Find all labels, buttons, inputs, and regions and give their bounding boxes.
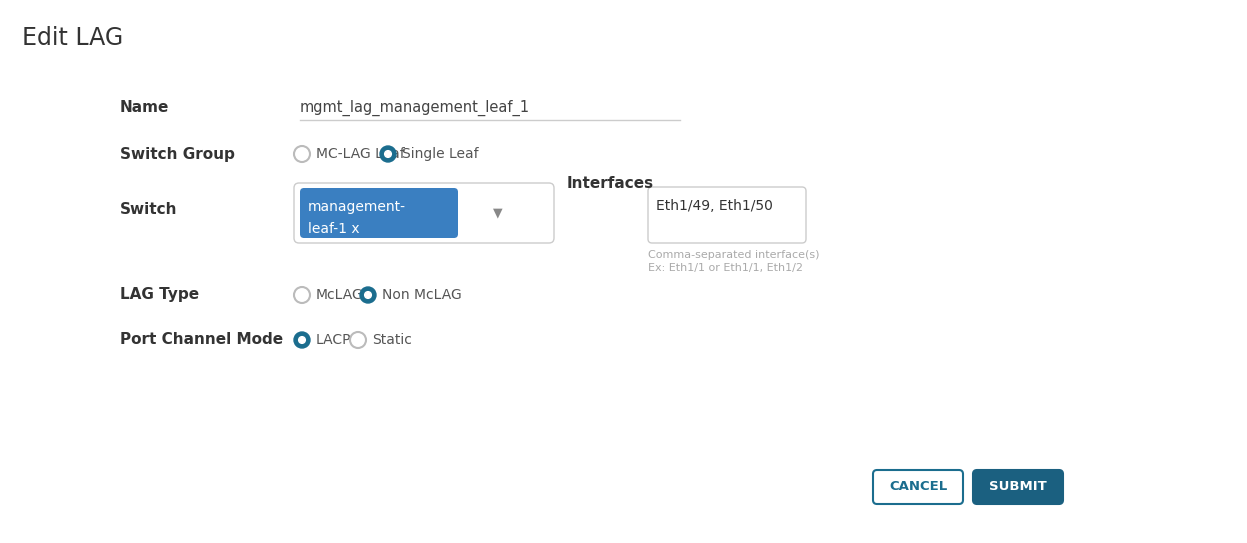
Text: Comma-separated interface(s): Comma-separated interface(s)	[648, 250, 819, 260]
Text: CANCEL: CANCEL	[889, 481, 948, 494]
Text: Edit LAG: Edit LAG	[22, 26, 123, 50]
Text: Switch Group: Switch Group	[120, 147, 234, 161]
FancyBboxPatch shape	[294, 183, 554, 243]
Text: Switch: Switch	[120, 203, 177, 218]
Text: Static: Static	[372, 333, 412, 347]
Text: management-
leaf-1 x: management- leaf-1 x	[308, 200, 407, 236]
Circle shape	[294, 332, 311, 348]
Circle shape	[298, 337, 306, 343]
Text: mgmt_lag_management_leaf_1: mgmt_lag_management_leaf_1	[301, 100, 530, 116]
Text: Port Channel Mode: Port Channel Mode	[120, 332, 283, 348]
Text: Ex: Eth1/1 or Eth1/1, Eth1/2: Ex: Eth1/1 or Eth1/1, Eth1/2	[648, 263, 803, 273]
Text: LACP: LACP	[315, 333, 352, 347]
FancyBboxPatch shape	[301, 188, 458, 238]
Circle shape	[360, 287, 377, 303]
Text: ▼: ▼	[493, 206, 503, 219]
Text: LAG Type: LAG Type	[120, 287, 200, 302]
Text: MC-LAG Leaf: MC-LAG Leaf	[315, 147, 405, 161]
Text: Name: Name	[120, 100, 170, 116]
Text: Interfaces: Interfaces	[567, 175, 655, 191]
Circle shape	[384, 150, 392, 157]
FancyBboxPatch shape	[873, 470, 963, 504]
Circle shape	[364, 292, 372, 298]
FancyBboxPatch shape	[648, 187, 806, 243]
Text: McLAG: McLAG	[315, 288, 364, 302]
Text: Eth1/49, Eth1/50: Eth1/49, Eth1/50	[656, 199, 773, 213]
Text: Single Leaf: Single Leaf	[402, 147, 479, 161]
Text: Non McLAG: Non McLAG	[382, 288, 461, 302]
FancyBboxPatch shape	[973, 470, 1062, 504]
Circle shape	[380, 146, 397, 162]
Text: SUBMIT: SUBMIT	[989, 481, 1047, 494]
